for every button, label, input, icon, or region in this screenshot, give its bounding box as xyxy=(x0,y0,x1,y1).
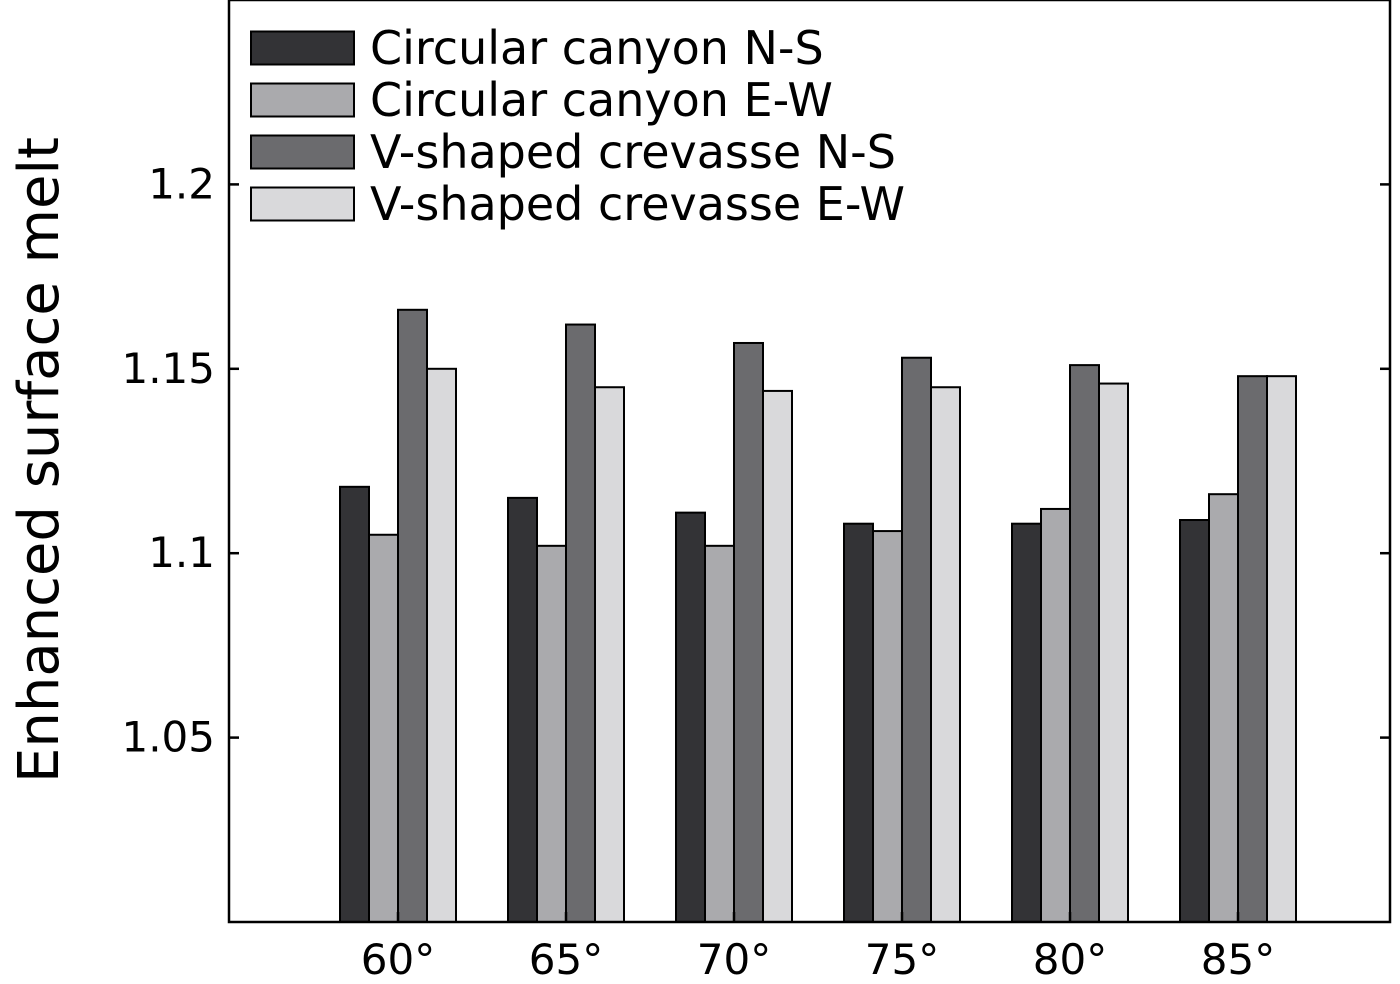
y-axis-ticks: 1.05 1.1 1.15 1.2 xyxy=(121,159,1390,762)
legend-swatch xyxy=(250,30,355,66)
x-tick-label: 70° xyxy=(697,935,771,984)
bar-1-2 xyxy=(565,323,596,923)
x-tick-label: 65° xyxy=(529,935,603,984)
bar-4-2 xyxy=(1069,364,1100,923)
plot-frame xyxy=(227,0,1392,924)
y-tick-label: 1.1 xyxy=(148,528,215,577)
bar-1-0 xyxy=(507,496,538,923)
y-tick-label: 1.05 xyxy=(121,713,215,762)
bar-0-1 xyxy=(368,533,399,923)
x-axis-ticks: 60° 65° 70° 75° 80° 85° xyxy=(361,912,1275,984)
legend-label: V-shaped crevasse N-S xyxy=(370,125,896,179)
legend-swatch xyxy=(250,186,355,222)
bar-3-1 xyxy=(872,530,903,924)
bar-2-3 xyxy=(762,389,793,924)
bar-4-3 xyxy=(1098,382,1129,923)
bar-0-0 xyxy=(339,485,370,923)
legend-label: Circular canyon N-S xyxy=(370,21,824,75)
bar-0-3 xyxy=(426,367,457,923)
legend-swatch xyxy=(250,82,355,118)
y-axis-label: Enhanced surface melt xyxy=(7,137,72,783)
bar-2-1 xyxy=(704,544,735,923)
x-tick-label: 60° xyxy=(361,935,435,984)
legend-label: Circular canyon E-W xyxy=(370,73,833,127)
bar-2-2 xyxy=(733,341,764,923)
x-tick-label: 85° xyxy=(1201,935,1275,984)
bar-4-0 xyxy=(1011,522,1042,923)
bar-5-1 xyxy=(1208,493,1239,923)
bar-1-1 xyxy=(536,544,567,923)
bar-4-1 xyxy=(1040,507,1071,923)
y-tick-label: 1.15 xyxy=(121,344,215,393)
legend-label: V-shaped crevasse E-W xyxy=(370,177,905,231)
legend-swatch xyxy=(250,134,355,170)
y-tick-label: 1.2 xyxy=(148,159,215,208)
bar-3-0 xyxy=(843,522,874,923)
bar-2-0 xyxy=(675,511,706,924)
bar-0-2 xyxy=(397,308,428,923)
x-tick-label: 80° xyxy=(1033,935,1107,984)
bar-5-2 xyxy=(1237,375,1268,923)
x-tick-label: 75° xyxy=(865,935,939,984)
bar-5-3 xyxy=(1266,375,1297,923)
bar-1-3 xyxy=(594,386,625,923)
bar-3-2 xyxy=(901,356,932,923)
bar-5-0 xyxy=(1179,519,1210,923)
bar-3-3 xyxy=(930,386,961,923)
bars-group xyxy=(339,308,1297,924)
